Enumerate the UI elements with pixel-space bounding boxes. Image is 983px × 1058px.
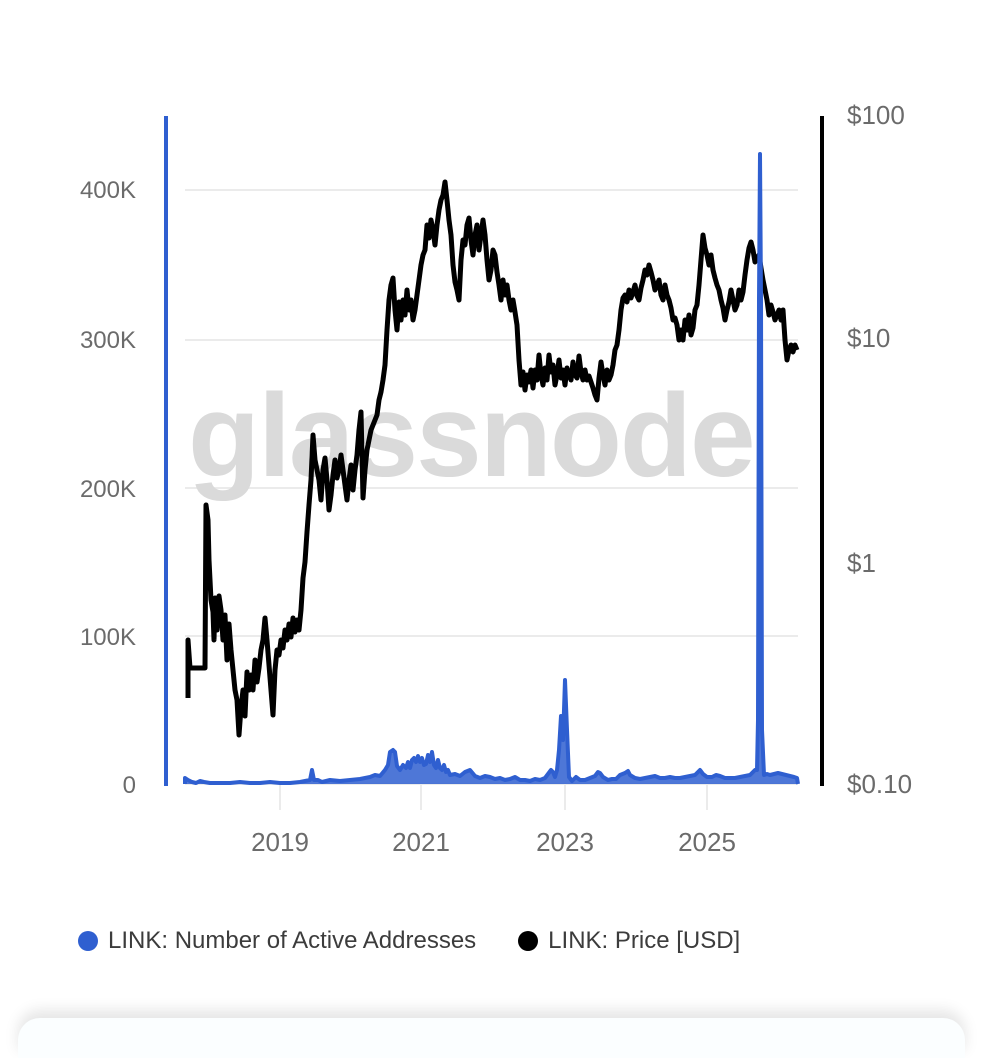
dual-axis-chart: glassnode 400K 300K 200K 100K 0 $100 $10… — [80, 100, 912, 857]
price-line[interactable] — [185, 179, 800, 738]
blue-dot-icon — [78, 931, 98, 951]
right-tick-100: $100 — [847, 100, 905, 130]
left-tick-300k: 300K — [80, 327, 136, 354]
left-tick-0: 0 — [123, 772, 136, 799]
left-axis-ticks: 400K 300K 200K 100K 0 — [80, 177, 136, 799]
x-axis-ticks: 2019 2021 2023 2025 — [251, 827, 736, 857]
x-tick-2019: 2019 — [251, 827, 309, 857]
legend-item-active-addresses[interactable]: LINK: Number of Active Addresses — [78, 927, 476, 955]
chart-container: glassnode 400K 300K 200K 100K 0 $100 $10… — [80, 100, 912, 857]
x-tick-2021: 2021 — [392, 827, 450, 857]
glassnode-watermark: glassnode — [188, 370, 754, 502]
active-addresses-line[interactable] — [183, 152, 800, 785]
chart-legend: LINK: Number of Active Addresses LINK: P… — [78, 927, 740, 955]
bottom-sheet-edge — [18, 1018, 965, 1058]
left-tick-200k: 200K — [80, 476, 136, 503]
left-tick-100k: 100K — [80, 624, 136, 651]
x-tick-2023: 2023 — [536, 827, 594, 857]
legend-label-active-addresses: LINK: Number of Active Addresses — [108, 927, 477, 954]
legend-label-price: LINK: Price [USD] — [548, 927, 741, 954]
legend-item-price[interactable]: LINK: Price [USD] — [518, 927, 740, 955]
right-tick-10: $10 — [847, 323, 890, 353]
x-tick-2025: 2025 — [678, 827, 736, 857]
right-axis-ticks: $100 $10 $1 $0.10 — [847, 100, 912, 799]
left-tick-400k: 400K — [80, 177, 136, 204]
black-dot-icon — [518, 931, 539, 951]
right-tick-0-10: $0.10 — [847, 769, 912, 799]
right-tick-1: $1 — [847, 548, 876, 578]
